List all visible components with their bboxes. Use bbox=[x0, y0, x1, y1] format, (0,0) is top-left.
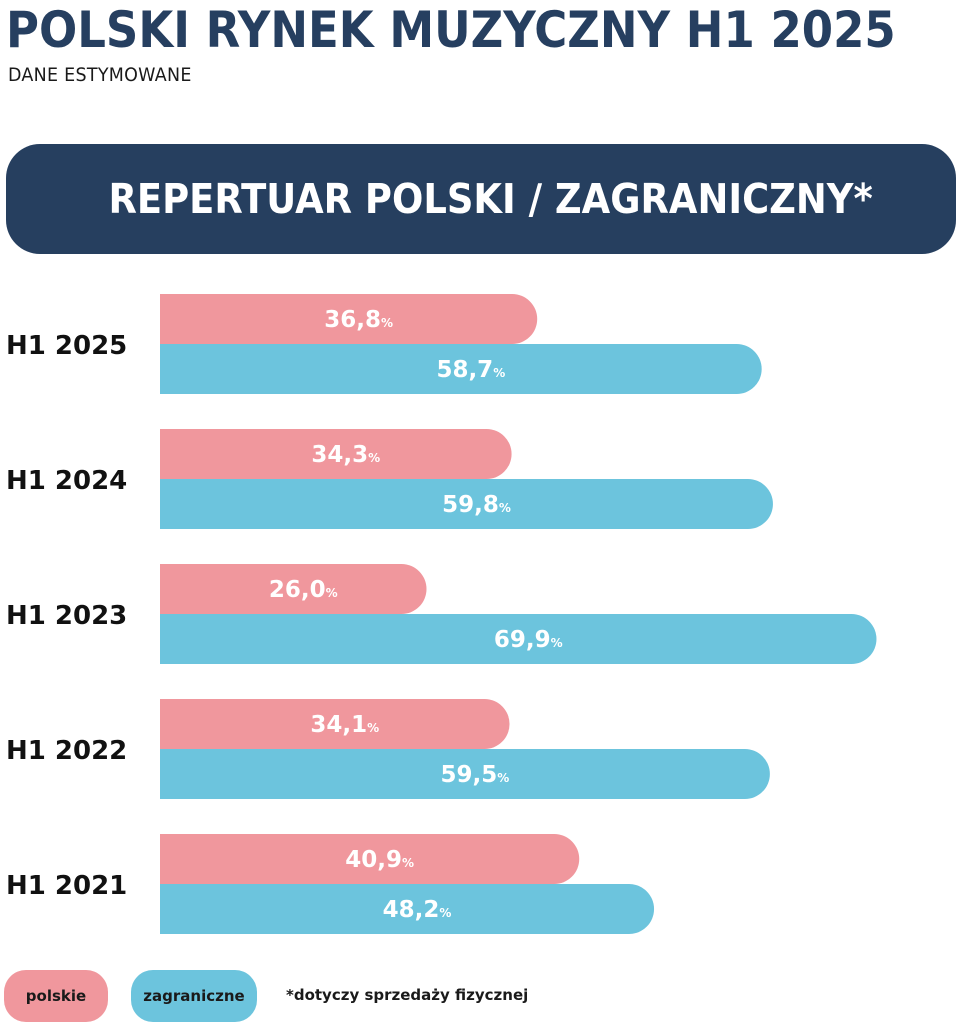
bar-polskie bbox=[160, 699, 510, 749]
section-title: REPERTUAR POLSKI / ZAGRANICZNY* bbox=[108, 175, 874, 223]
data-label-unit: % bbox=[493, 366, 505, 380]
category-label: H1 2025 bbox=[6, 331, 127, 361]
data-label-unit: % bbox=[439, 906, 451, 920]
data-label-unit: % bbox=[402, 856, 414, 870]
bar-polskie bbox=[160, 564, 427, 614]
legend-item-polskie: polskie bbox=[4, 970, 108, 1022]
category-label: H1 2024 bbox=[6, 466, 127, 496]
category-label: H1 2023 bbox=[6, 601, 127, 631]
data-label-unit: % bbox=[381, 316, 393, 330]
section-banner: REPERTUAR POLSKI / ZAGRANICZNY* bbox=[6, 144, 956, 254]
category-label: H1 2021 bbox=[6, 871, 127, 901]
bar-zagraniczne bbox=[160, 884, 655, 934]
data-label-unit: % bbox=[367, 721, 379, 735]
bar-polskie bbox=[160, 429, 512, 479]
data-label-unit: % bbox=[368, 451, 380, 465]
bar-zagraniczne bbox=[160, 344, 762, 394]
data-label-unit: % bbox=[499, 501, 511, 515]
legend-label-zagraniczne: zagraniczne bbox=[143, 987, 245, 1005]
footnote: *dotyczy sprzedaży fizycznej bbox=[286, 986, 529, 1004]
data-label-unit: % bbox=[551, 636, 563, 650]
legend-label-polskie: polskie bbox=[25, 987, 87, 1005]
bar-polskie bbox=[160, 834, 580, 884]
data-label-unit: % bbox=[497, 771, 509, 785]
bar-zagraniczne bbox=[160, 614, 877, 664]
bar-zagraniczne bbox=[160, 749, 770, 799]
bar-zagraniczne bbox=[160, 479, 773, 529]
page-subtitle: DANE ESTYMOWANE bbox=[8, 64, 192, 86]
legend: polskie zagraniczne *dotyczy sprzedaży f… bbox=[0, 970, 960, 1026]
data-label-unit: % bbox=[326, 586, 338, 600]
bar-polskie bbox=[160, 294, 538, 344]
page-title: POLSKI RYNEK MUZYCZNY H1 2025 bbox=[6, 1, 896, 59]
legend-item-zagraniczne: zagraniczne bbox=[131, 970, 257, 1022]
category-label: H1 2022 bbox=[6, 736, 127, 766]
